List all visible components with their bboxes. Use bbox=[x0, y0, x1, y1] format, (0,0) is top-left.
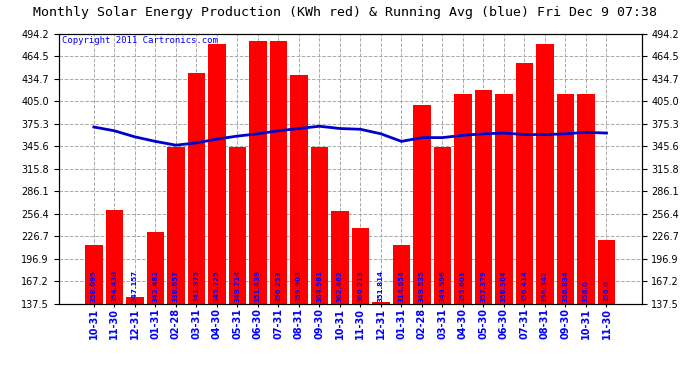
Bar bbox=[310, 147, 328, 375]
Bar bbox=[228, 147, 246, 375]
Bar bbox=[249, 41, 266, 375]
Text: 347.157: 347.157 bbox=[132, 270, 138, 302]
Bar bbox=[270, 41, 287, 375]
Text: 362.462: 362.462 bbox=[337, 271, 343, 302]
Text: 356.0: 356.0 bbox=[604, 280, 609, 302]
Text: 357.379: 357.379 bbox=[480, 270, 486, 302]
Text: 345.725: 345.725 bbox=[214, 270, 220, 302]
Text: 355.601: 355.601 bbox=[460, 271, 466, 302]
Bar bbox=[557, 94, 574, 375]
Text: 356.0: 356.0 bbox=[583, 280, 589, 302]
Bar bbox=[393, 245, 410, 375]
Text: 349.714: 349.714 bbox=[235, 270, 240, 302]
Text: 349.596: 349.596 bbox=[440, 270, 446, 302]
Text: 356.414: 356.414 bbox=[522, 270, 527, 302]
Bar bbox=[598, 240, 615, 375]
Bar bbox=[167, 147, 185, 375]
Bar bbox=[515, 63, 533, 375]
Bar bbox=[372, 302, 390, 375]
Text: 342.482: 342.482 bbox=[152, 270, 159, 302]
Bar bbox=[147, 232, 164, 375]
Bar bbox=[331, 211, 348, 375]
Bar bbox=[290, 75, 308, 375]
Text: 351.814: 351.814 bbox=[378, 270, 384, 302]
Text: Monthly Solar Energy Production (KWh red) & Running Avg (blue) Fri Dec 9 07:38: Monthly Solar Energy Production (KWh red… bbox=[33, 6, 657, 19]
Bar bbox=[454, 94, 472, 375]
Bar bbox=[208, 45, 226, 375]
Text: 354.430: 354.430 bbox=[111, 270, 117, 302]
Text: 349.535: 349.535 bbox=[419, 270, 425, 302]
Bar bbox=[106, 210, 123, 375]
Text: 364.981: 364.981 bbox=[317, 270, 322, 302]
Bar bbox=[188, 72, 205, 375]
Text: 359.903: 359.903 bbox=[296, 270, 302, 302]
Text: 356.253: 356.253 bbox=[275, 271, 282, 302]
Text: 358.095: 358.095 bbox=[91, 270, 97, 302]
Bar bbox=[578, 94, 595, 375]
Bar bbox=[536, 45, 553, 375]
Text: 356.342: 356.342 bbox=[542, 270, 548, 302]
Text: 356.834: 356.834 bbox=[562, 270, 569, 302]
Bar bbox=[413, 105, 431, 375]
Text: 351.439: 351.439 bbox=[255, 270, 261, 302]
Bar bbox=[434, 147, 451, 375]
Text: 358.304: 358.304 bbox=[501, 270, 507, 302]
Bar bbox=[352, 228, 369, 375]
Text: Copyright 2011 Cartronics.com: Copyright 2011 Cartronics.com bbox=[61, 36, 217, 45]
Text: 360.213: 360.213 bbox=[357, 270, 364, 302]
Bar bbox=[126, 297, 144, 375]
Bar bbox=[475, 90, 492, 375]
Text: 338.657: 338.657 bbox=[173, 270, 179, 302]
Bar bbox=[495, 94, 513, 375]
Text: 341.975: 341.975 bbox=[193, 270, 199, 302]
Text: 314.654: 314.654 bbox=[398, 270, 404, 302]
Bar bbox=[85, 245, 103, 375]
